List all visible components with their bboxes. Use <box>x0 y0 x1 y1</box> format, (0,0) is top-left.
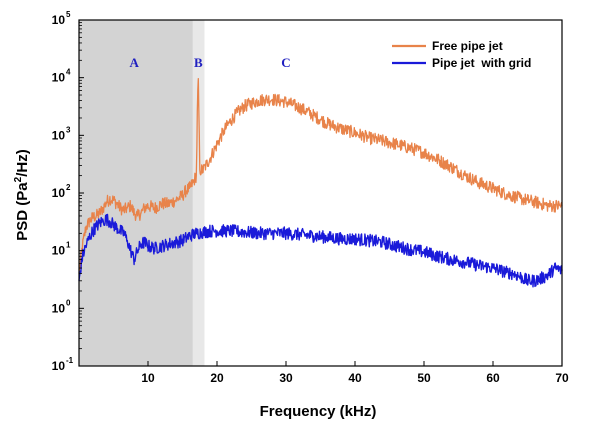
y-tick-base: 10 <box>52 359 66 373</box>
series-line-pipe-jet-with-grid <box>78 213 563 288</box>
y-tick-exponent: 4 <box>66 68 71 77</box>
region-label-c: C <box>281 55 290 70</box>
legend-label: Pipe jet with grid <box>432 56 531 70</box>
region-labels: A B C <box>130 55 291 70</box>
y-tick-label: 10 <box>52 359 66 373</box>
y-axis-title: PSD (Pa2/Hz) <box>13 149 31 240</box>
x-axis: 10 20 30 40 50 60 70 <box>141 361 569 385</box>
legend: Free pipe jet Pipe jet with grid <box>392 39 531 70</box>
y-tick-label: 10 <box>52 301 66 315</box>
legend-label: Free pipe jet <box>432 39 503 53</box>
region-label-a: A <box>130 55 140 70</box>
y-tick-exponent: 2 <box>66 183 71 192</box>
region-b-band <box>192 20 205 366</box>
series-line-free-pipe-jet <box>78 78 563 274</box>
y-tick-exponent: 1 <box>66 241 71 250</box>
y-tick-exponent: 3 <box>66 125 71 134</box>
x-axis-title: Frequency (kHz) <box>260 403 377 420</box>
x-tick-label: 60 <box>486 371 500 385</box>
y-tick-label: 10 <box>52 71 66 85</box>
y-tick-base: 10 <box>52 301 66 315</box>
region-a-band <box>79 20 193 366</box>
x-tick-label: 20 <box>210 371 224 385</box>
y-axis-title-main: PSD (Pa <box>14 182 31 241</box>
y-tick-base: 10 <box>52 13 66 27</box>
x-tick-label: 30 <box>279 371 293 385</box>
x-tick-label: 70 <box>555 371 569 385</box>
y-tick-label: 10 <box>52 244 66 258</box>
y-tick-label: 10 <box>52 128 66 142</box>
y-tick-label: 10 <box>52 13 66 27</box>
y-tick-exponent: 5 <box>66 10 71 19</box>
x-tick-label: 40 <box>348 371 362 385</box>
y-tick-exponent: 0 <box>66 298 71 307</box>
x-tick-label: 50 <box>417 371 431 385</box>
region-label-b: B <box>194 55 203 70</box>
y-axis-title-tail: /Hz) <box>14 149 31 177</box>
y-tick-base: 10 <box>52 71 66 85</box>
y-tick-base: 10 <box>52 186 66 200</box>
y-tick-label: 10 <box>52 186 66 200</box>
frequency-regions <box>79 20 562 366</box>
y-tick-base: 10 <box>52 244 66 258</box>
y-tick-base: 10 <box>52 128 66 142</box>
series-lines <box>78 78 563 288</box>
y-axis-title-superscript: 2 <box>13 176 24 182</box>
y-tick-exponent: -1 <box>66 356 74 365</box>
x-tick-label: 10 <box>141 371 155 385</box>
